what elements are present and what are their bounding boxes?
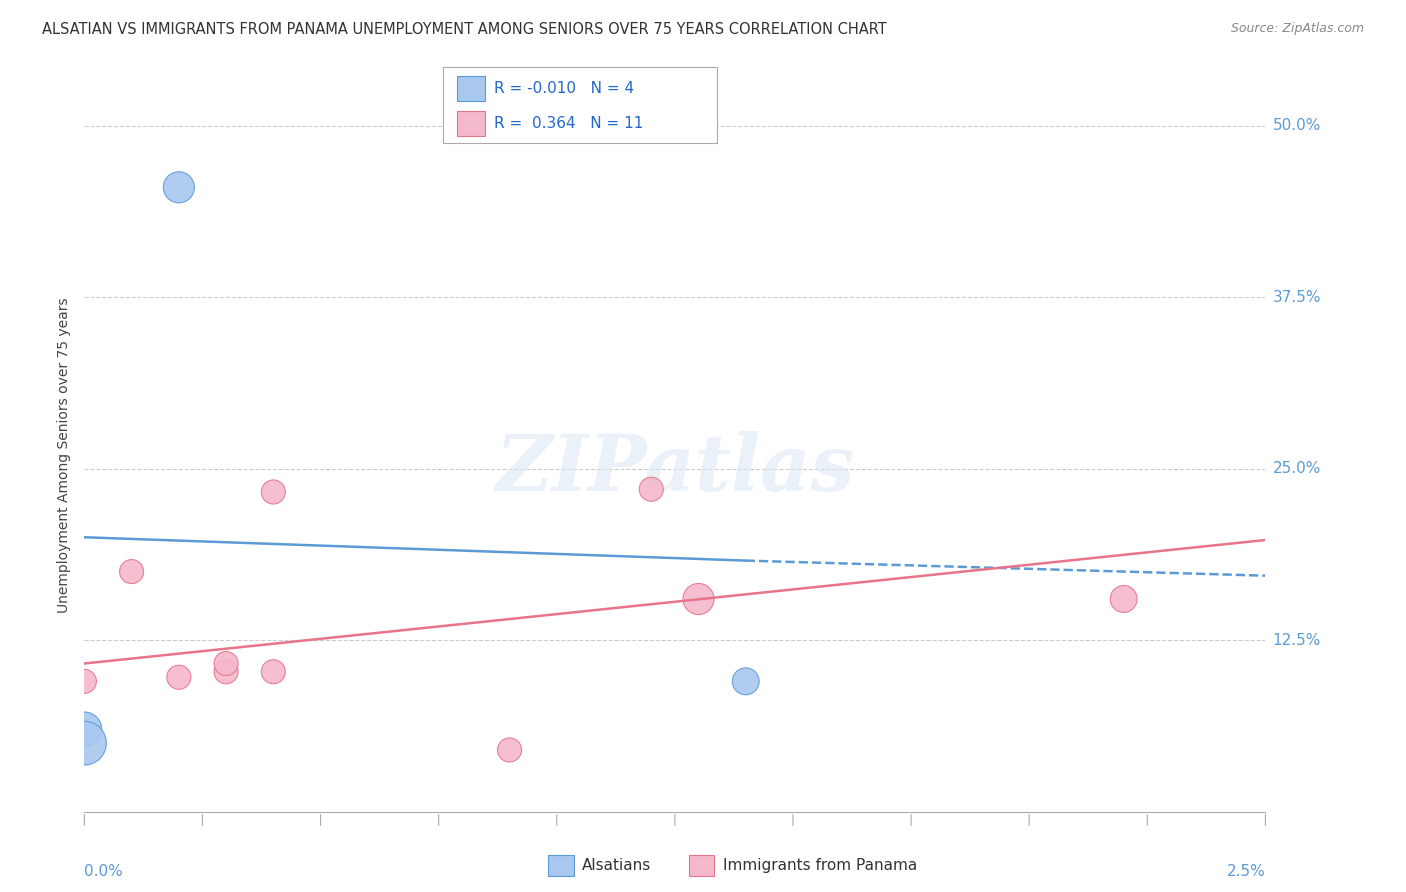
Text: ZIPatlas: ZIPatlas <box>495 431 855 508</box>
Text: Immigrants from Panama: Immigrants from Panama <box>723 858 917 872</box>
Point <box>215 657 238 671</box>
Y-axis label: Unemployment Among Seniors over 75 years: Unemployment Among Seniors over 75 years <box>58 297 72 613</box>
Point <box>262 665 284 679</box>
Text: Alsatians: Alsatians <box>582 858 651 872</box>
Text: 50.0%: 50.0% <box>1272 118 1320 133</box>
Point <box>262 485 284 500</box>
Text: 37.5%: 37.5% <box>1272 290 1320 304</box>
Point <box>734 674 756 689</box>
Point <box>215 665 238 679</box>
Text: Source: ZipAtlas.com: Source: ZipAtlas.com <box>1230 22 1364 36</box>
Point <box>73 736 96 750</box>
Point <box>1112 592 1135 607</box>
Point <box>640 482 662 496</box>
Text: 0.0%: 0.0% <box>84 863 124 879</box>
Point <box>121 565 143 579</box>
Text: ALSATIAN VS IMMIGRANTS FROM PANAMA UNEMPLOYMENT AMONG SENIORS OVER 75 YEARS CORR: ALSATIAN VS IMMIGRANTS FROM PANAMA UNEMP… <box>42 22 887 37</box>
Point <box>73 674 96 689</box>
Point <box>688 592 710 607</box>
Text: R =  0.364   N = 11: R = 0.364 N = 11 <box>494 116 643 131</box>
Text: R = -0.010   N = 4: R = -0.010 N = 4 <box>494 80 634 95</box>
Point <box>167 180 190 194</box>
Point <box>167 670 190 684</box>
Text: 2.5%: 2.5% <box>1226 863 1265 879</box>
Text: 12.5%: 12.5% <box>1272 632 1320 648</box>
Point <box>498 743 520 757</box>
Text: 25.0%: 25.0% <box>1272 461 1320 476</box>
Point <box>73 723 96 737</box>
